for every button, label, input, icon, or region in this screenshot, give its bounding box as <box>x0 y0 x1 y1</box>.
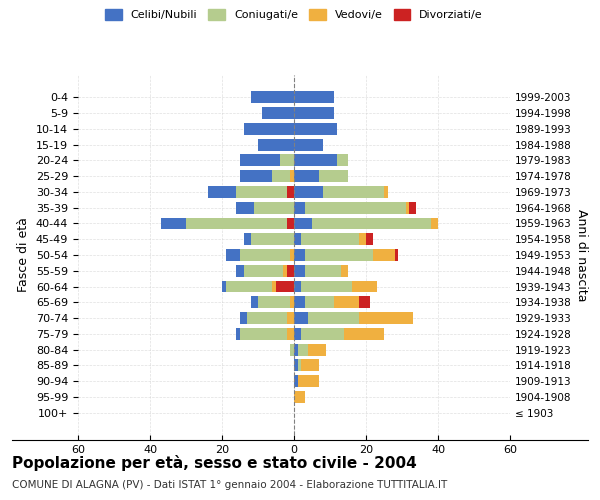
Bar <box>251 92 294 103</box>
Bar <box>359 296 370 308</box>
Bar <box>301 328 344 340</box>
Bar <box>244 265 283 276</box>
Bar <box>208 186 236 198</box>
Bar <box>305 265 341 276</box>
Bar <box>222 280 226 292</box>
Bar <box>283 265 287 276</box>
Bar <box>262 107 294 119</box>
Bar <box>294 218 312 230</box>
Bar <box>294 138 323 150</box>
Y-axis label: Fasce di età: Fasce di età <box>17 218 31 292</box>
Bar <box>294 312 308 324</box>
Bar <box>431 218 438 230</box>
Bar <box>240 249 290 261</box>
Bar <box>254 202 294 213</box>
Bar <box>319 170 348 182</box>
Bar <box>373 249 395 261</box>
Bar <box>294 360 298 372</box>
Bar <box>323 186 384 198</box>
Bar <box>236 328 240 340</box>
Bar <box>305 296 334 308</box>
Bar <box>294 391 305 403</box>
Bar <box>247 312 287 324</box>
Bar <box>298 360 301 372</box>
Bar <box>301 280 352 292</box>
Bar <box>226 280 272 292</box>
Bar <box>186 218 287 230</box>
Bar <box>334 296 359 308</box>
Bar <box>294 249 305 261</box>
Bar <box>294 92 334 103</box>
Bar <box>301 234 359 245</box>
Bar <box>272 280 276 292</box>
Bar <box>290 249 294 261</box>
Text: COMUNE DI ALAGNA (PV) - Dati ISTAT 1° gennaio 2004 - Elaborazione TUTTITALIA.IT: COMUNE DI ALAGNA (PV) - Dati ISTAT 1° ge… <box>12 480 447 490</box>
Bar <box>161 218 186 230</box>
Bar <box>384 186 388 198</box>
Bar <box>294 154 337 166</box>
Bar <box>344 328 384 340</box>
Bar <box>359 234 366 245</box>
Bar <box>236 202 254 213</box>
Bar <box>294 107 334 119</box>
Bar <box>395 249 398 261</box>
Bar <box>298 344 308 355</box>
Bar <box>251 234 294 245</box>
Bar <box>312 218 431 230</box>
Bar <box>294 234 301 245</box>
Bar <box>240 154 280 166</box>
Bar <box>406 202 409 213</box>
Bar <box>301 360 319 372</box>
Bar <box>226 249 240 261</box>
Text: Popolazione per età, sesso e stato civile - 2004: Popolazione per età, sesso e stato civil… <box>12 455 417 471</box>
Bar <box>290 170 294 182</box>
Bar <box>294 296 305 308</box>
Bar <box>308 344 326 355</box>
Bar <box>305 202 406 213</box>
Bar <box>305 249 373 261</box>
Bar <box>244 234 251 245</box>
Bar <box>294 376 298 387</box>
Bar <box>359 312 413 324</box>
Bar <box>287 218 294 230</box>
Bar <box>251 296 258 308</box>
Bar <box>240 328 287 340</box>
Bar <box>236 265 244 276</box>
Bar <box>272 170 290 182</box>
Y-axis label: Anni di nascita: Anni di nascita <box>575 209 588 301</box>
Bar <box>341 265 348 276</box>
Bar <box>287 328 294 340</box>
Bar <box>294 170 319 182</box>
Bar <box>280 154 294 166</box>
Bar <box>276 280 294 292</box>
Bar <box>308 312 359 324</box>
Bar <box>287 186 294 198</box>
Legend: Celibi/Nubili, Coniugati/e, Vedovi/e, Divorziati/e: Celibi/Nubili, Coniugati/e, Vedovi/e, Di… <box>102 6 486 24</box>
Bar <box>352 280 377 292</box>
Bar <box>258 138 294 150</box>
Bar <box>294 265 305 276</box>
Bar <box>287 312 294 324</box>
Bar <box>409 202 416 213</box>
Bar <box>240 170 272 182</box>
Bar <box>240 312 247 324</box>
Bar <box>298 376 319 387</box>
Bar <box>294 186 323 198</box>
Bar <box>290 296 294 308</box>
Bar <box>337 154 348 166</box>
Bar <box>294 202 305 213</box>
Bar <box>287 265 294 276</box>
Bar <box>294 280 301 292</box>
Bar <box>290 344 294 355</box>
Bar <box>244 123 294 134</box>
Bar <box>294 123 337 134</box>
Bar <box>294 328 301 340</box>
Bar <box>258 296 290 308</box>
Bar <box>366 234 373 245</box>
Bar <box>236 186 287 198</box>
Bar <box>294 344 298 355</box>
